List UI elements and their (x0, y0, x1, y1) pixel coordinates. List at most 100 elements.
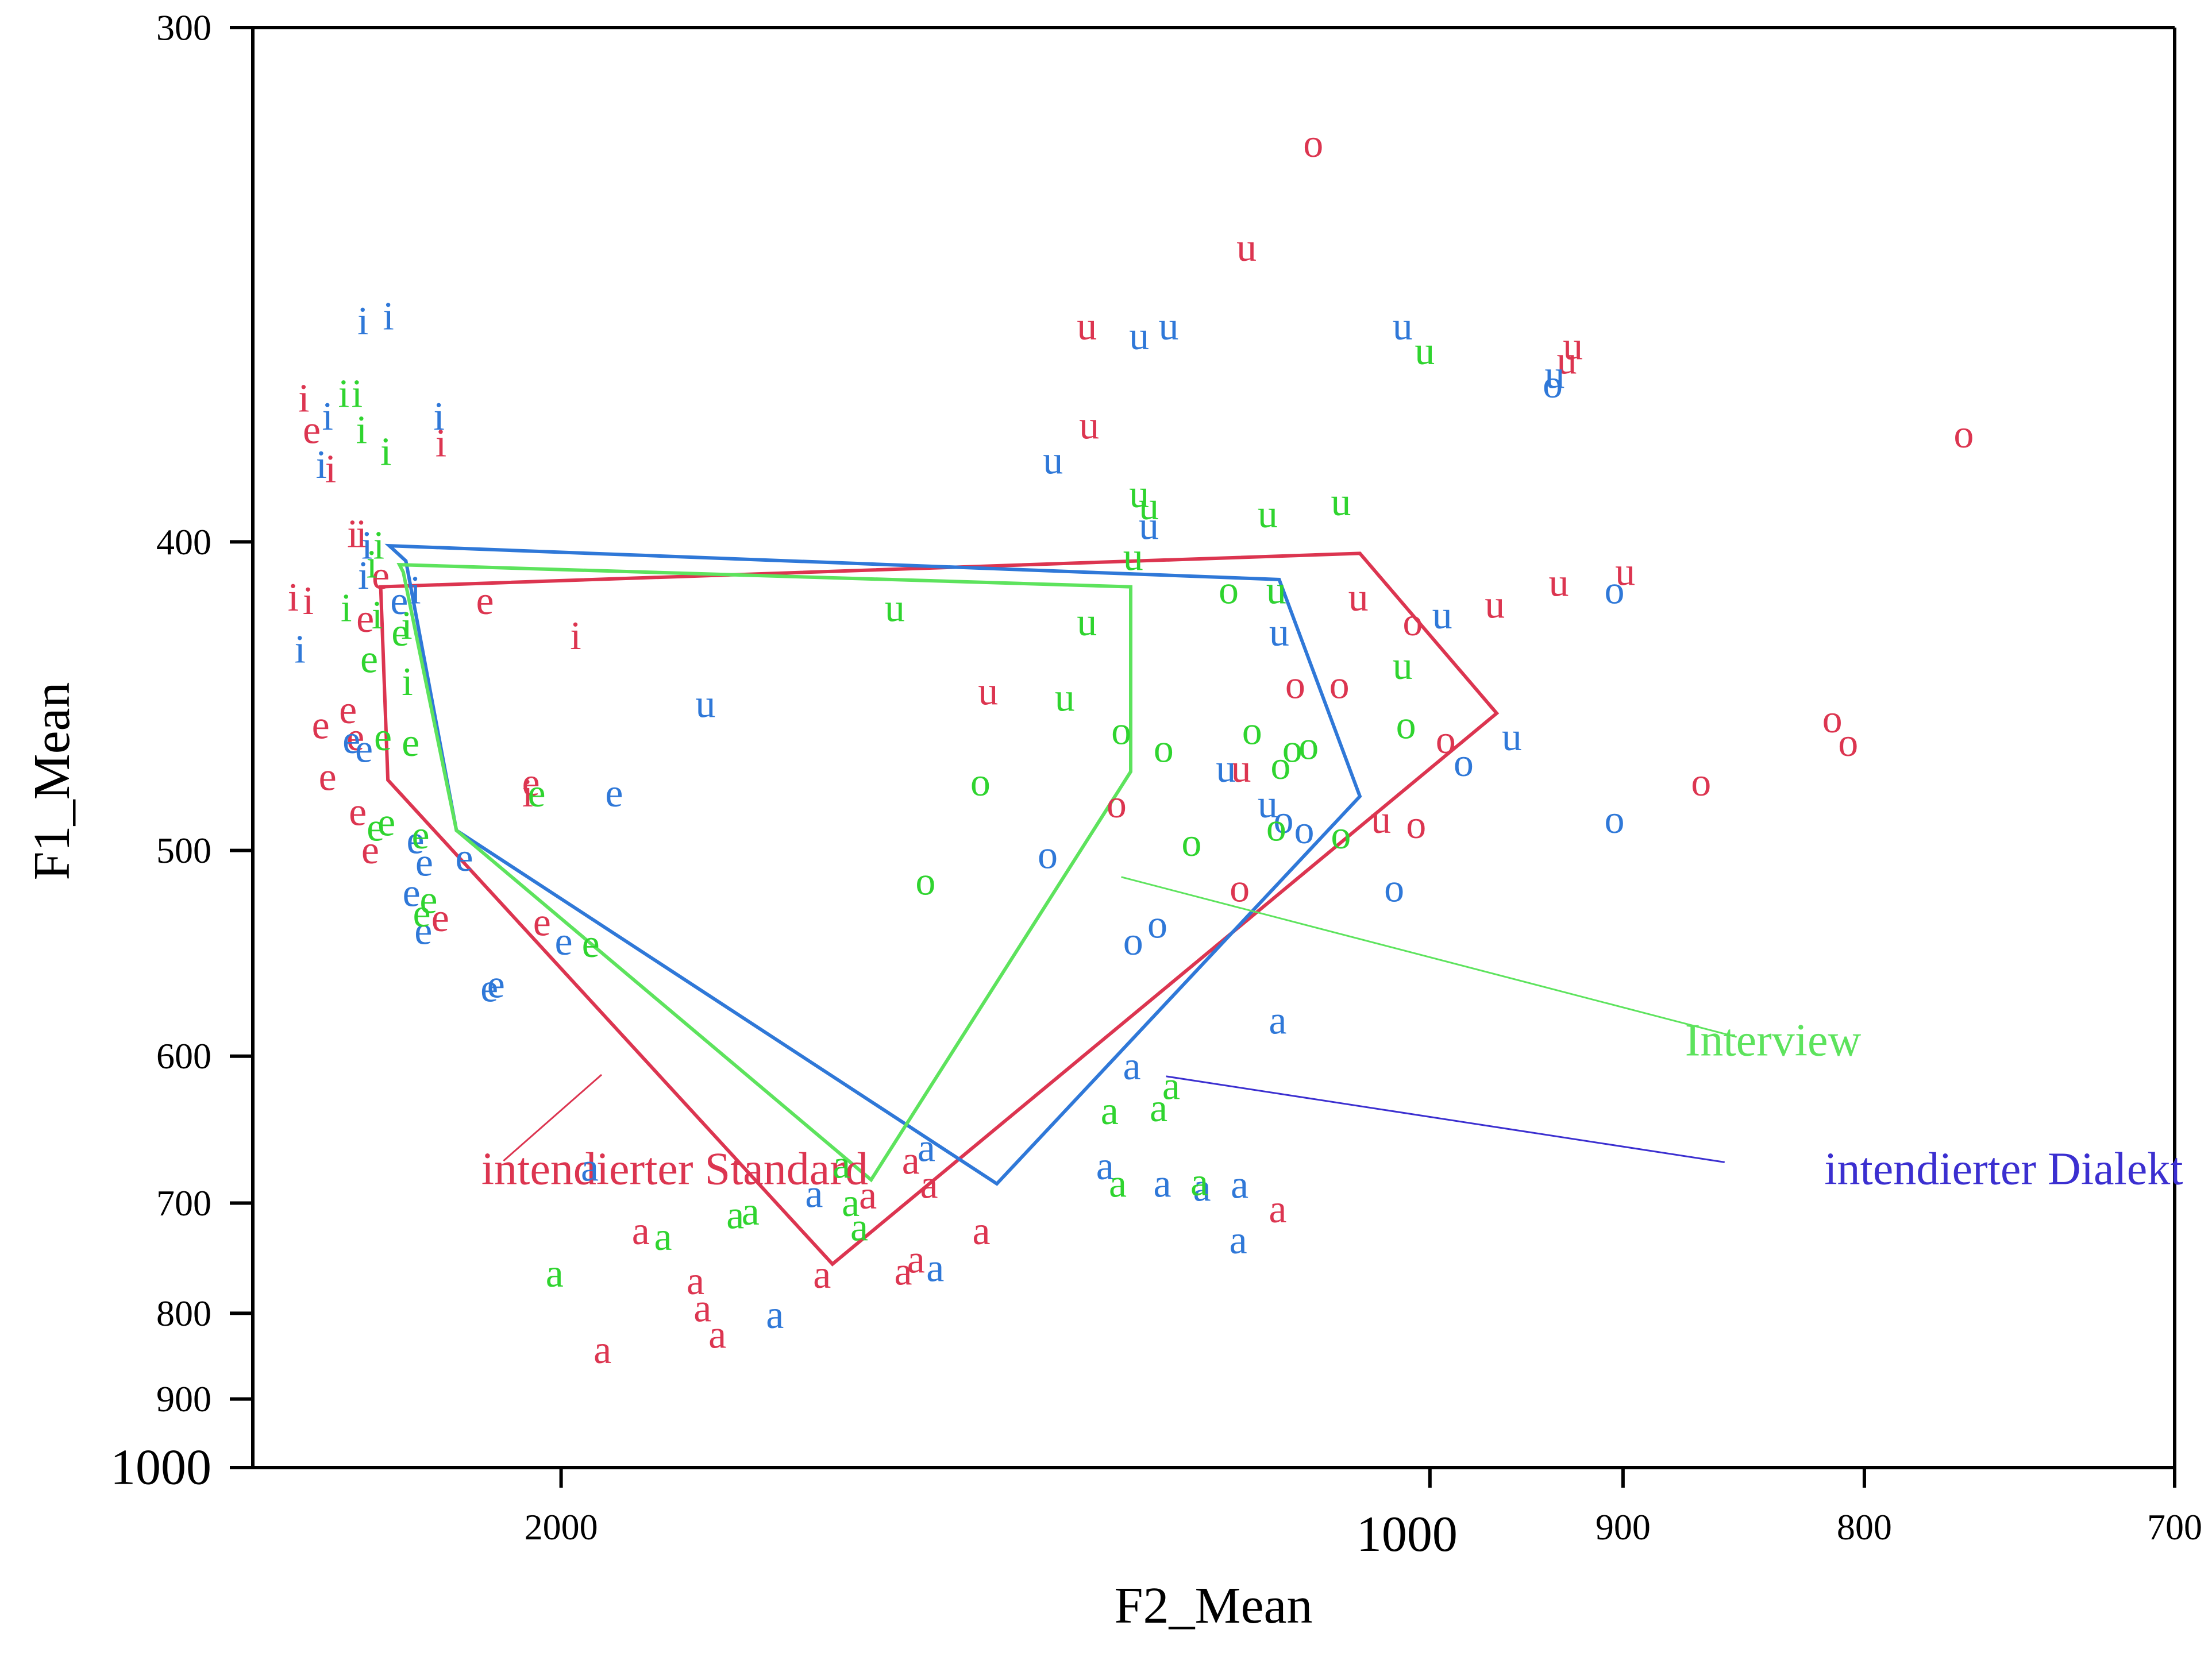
y-tick-label: 300 (156, 7, 211, 48)
vowel-point-e: e (355, 727, 373, 771)
vowel-point-o: o (1436, 718, 1456, 762)
vowel-point-u: u (1331, 480, 1351, 524)
vowel-point-u: u (1159, 304, 1179, 349)
vowel-point-u: u (1432, 593, 1452, 638)
vowel-point-i: i (356, 408, 367, 452)
vowel-point-u: u (1236, 226, 1257, 270)
vowel-point-i: i (303, 579, 314, 623)
vowel-point-o: o (1038, 833, 1058, 878)
vowel-point-u: u (1055, 676, 1075, 720)
vowel-point-o: o (1266, 806, 1286, 850)
vowel-point-o: o (1107, 782, 1127, 827)
vowel-point-e: e (480, 967, 498, 1011)
vowel-point-a: a (1154, 1161, 1171, 1206)
vowel-point-e: e (406, 819, 424, 863)
vowel-point-o: o (1282, 727, 1302, 771)
vowel-point-e: e (411, 813, 429, 858)
vowel-point-o: o (1123, 920, 1143, 964)
vowel-point-a: a (805, 1172, 823, 1217)
vowel-point-o: o (1384, 867, 1404, 911)
vowel-point-e: e (391, 611, 409, 655)
vowel-point-i: i (433, 395, 444, 439)
vowel-point-o: o (1303, 122, 1323, 166)
vowel-point-a: a (1150, 1086, 1167, 1130)
vowel-point-i: i (366, 543, 377, 587)
vowel-point-o: o (970, 760, 991, 805)
vowel-point-u: u (1371, 798, 1391, 842)
vowel-point-u: u (1393, 644, 1413, 688)
vowel-point-a: a (1162, 1064, 1180, 1108)
x-axis-title: F2_Mean (1115, 1577, 1313, 1634)
vowel-point-i: i (352, 372, 363, 416)
vowel-point-e: e (303, 408, 321, 452)
x-ticks: 2000 1000 900 800 700 (525, 1468, 2202, 1562)
vowel-point-a: a (1190, 1160, 1208, 1205)
vowel-point-i: i (298, 376, 309, 420)
vowel-point-a: a (859, 1173, 877, 1218)
vowel-point-u: u (1077, 304, 1097, 349)
vowel-point-i: i (372, 593, 383, 638)
vowel-point-o: o (1285, 663, 1305, 708)
vowel-space-polygons (379, 543, 1500, 1267)
vowel-point-a: a (1109, 1161, 1127, 1206)
vowel-point-e: e (360, 638, 378, 682)
vowel-point-e: e (356, 597, 374, 641)
vowel-point-u: u (1266, 568, 1286, 612)
vowel-point-a: a (766, 1293, 784, 1337)
vowel-point-a: a (546, 1252, 564, 1296)
vowel-point-o: o (1270, 744, 1290, 788)
vowel-point-u: u (1485, 582, 1505, 627)
vowel-point-u: u (1043, 439, 1063, 483)
y-tick-label: 600 (156, 1036, 211, 1076)
x-tick-label: 800 (1837, 1507, 1892, 1547)
vowel-polygon-blue (384, 543, 1362, 1186)
vowel-point-u: u (1139, 484, 1159, 528)
vowel-point-u: u (1269, 611, 1289, 655)
vowel-point-e: e (419, 878, 437, 922)
vowel-point-e: e (533, 901, 551, 945)
vowel-point-u: u (1129, 472, 1149, 516)
annotation-leader-line (503, 1074, 603, 1162)
vowel-point-u: u (1563, 324, 1583, 368)
vowel-polygon-green (396, 562, 1132, 1183)
vowel-point-u: u (1545, 353, 1565, 397)
x-tick-label: 900 (1596, 1507, 1651, 1547)
vowel-point-e: e (377, 801, 395, 845)
vowel-point-o: o (1691, 760, 1711, 805)
vowel-point-e: e (342, 718, 360, 762)
vowel-point-o: o (1454, 741, 1474, 785)
vowel-point-a: a (907, 1238, 925, 1282)
y-ticks: 300 400 500 600 700 800 900 1000 (110, 7, 253, 1496)
vowel-point-u: u (1129, 314, 1149, 358)
vowel-point-o: o (1329, 663, 1350, 708)
vowel-point-u: u (1139, 504, 1159, 549)
vowel-point-e: e (476, 579, 494, 623)
vowel-point-o: o (1230, 867, 1250, 911)
annotation-leader-line (1121, 876, 1737, 1038)
vowel-point-a: a (708, 1312, 726, 1357)
vowel-point-o: o (1154, 727, 1174, 771)
vowel-point-e: e (455, 836, 473, 880)
y-tick-label: 400 (156, 522, 211, 562)
vowel-point-u: u (1079, 404, 1099, 448)
vowel-point-u: u (1557, 339, 1577, 383)
vowel-point-a: a (726, 1194, 744, 1238)
vowel-point-a: a (918, 1126, 935, 1171)
vowel-point-a: a (926, 1246, 944, 1291)
y-axis-title: F1_Mean (24, 682, 80, 881)
vowel-point-e: e (402, 721, 419, 765)
annotation-label: intendierter Standard (481, 1144, 868, 1194)
axes (251, 26, 2176, 1469)
vowel-point-o: o (1331, 813, 1351, 858)
x-tick-label: 1000 (1357, 1507, 1458, 1562)
vowel-point-e: e (367, 806, 384, 850)
vowel-point-i: i (358, 554, 369, 598)
vowel-point-i: i (322, 395, 333, 439)
vowel-point-i: i (316, 443, 327, 487)
vowel-point-i: i (288, 576, 299, 620)
vowel-polygon-red (379, 551, 1500, 1267)
vowel-point-u: u (885, 586, 905, 631)
vowel-point-u: u (1348, 576, 1369, 620)
